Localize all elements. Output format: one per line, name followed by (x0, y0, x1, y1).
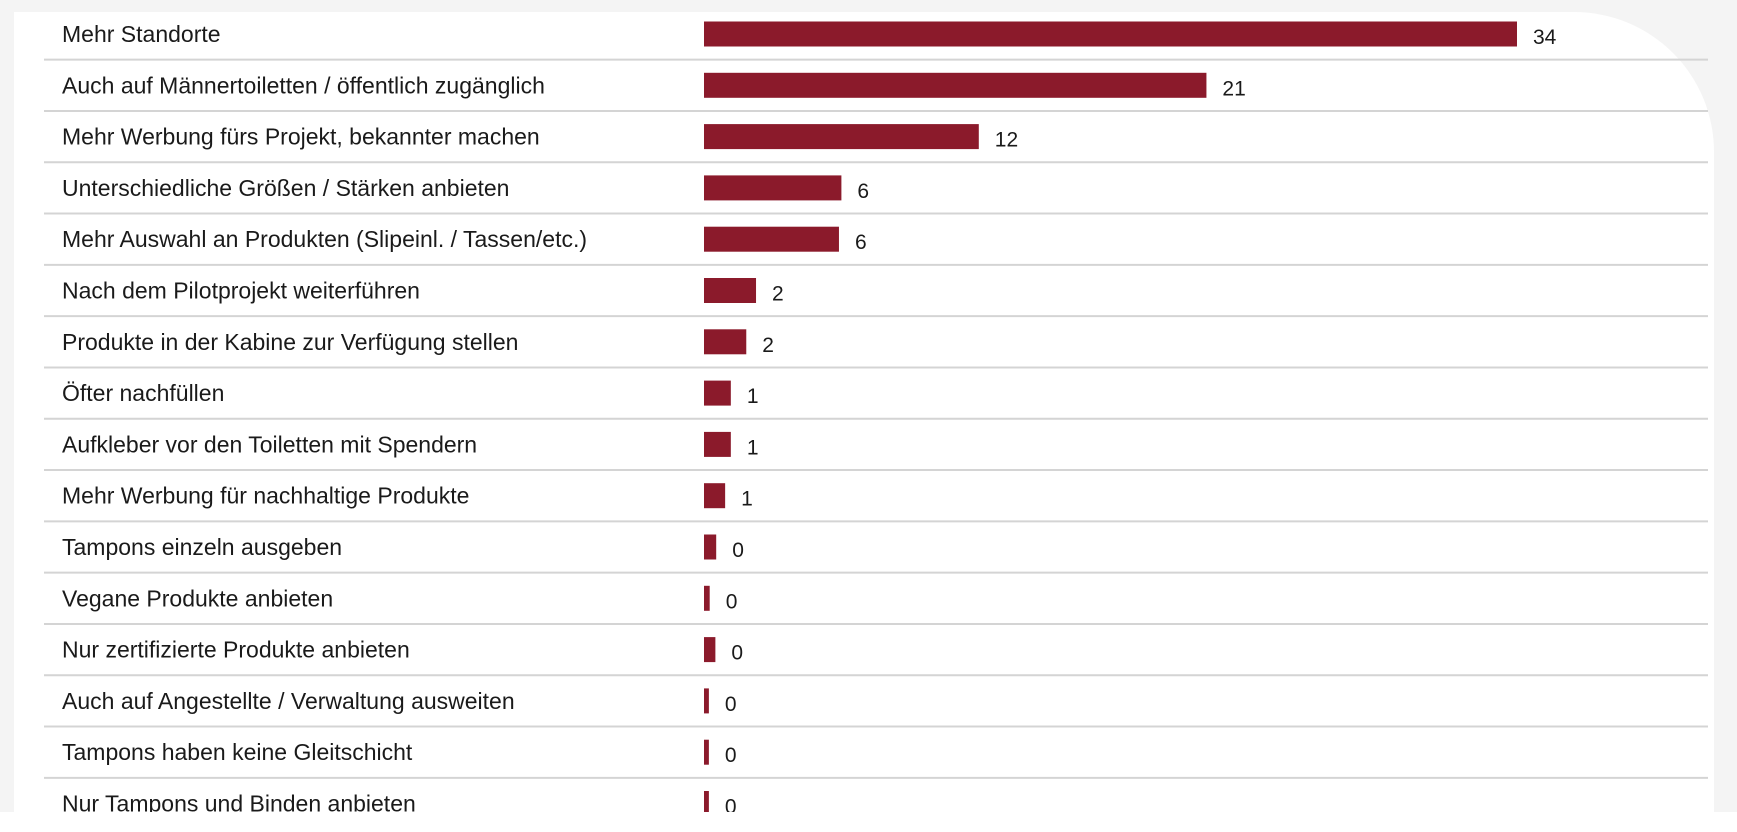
bar (704, 791, 709, 812)
value-label: 2 (772, 283, 784, 306)
bar (704, 175, 842, 201)
category-label: Nach dem Pilotprojekt weiterführen (62, 278, 420, 304)
bar-chart: Mehr Standorte 34 Auch auf Männertoiletten… (44, 21, 1708, 813)
category-label: Mehr Werbung fürs Projekt, bekannter mac… (62, 124, 540, 150)
category-label: Tampons haben keine Gleitschicht (62, 739, 413, 765)
value-label: 0 (732, 539, 744, 562)
category-label: Öfter nachfüllen (62, 380, 224, 406)
bar (704, 483, 726, 509)
bar (704, 124, 979, 150)
value-label: 6 (857, 180, 869, 203)
bar (704, 380, 731, 406)
category-label: Nur zertifizierte Produkte anbieten (62, 637, 410, 663)
category-label: Nur Tampons und Binden anbieten (62, 791, 416, 813)
value-label: 1 (741, 488, 753, 511)
bar (704, 21, 1517, 47)
value-label: 1 (747, 385, 759, 408)
bar (704, 226, 839, 252)
category-label: Mehr Standorte (62, 21, 221, 47)
bar (704, 585, 710, 611)
category-label: Produkte in der Kabine zur Verfügung ste… (62, 329, 518, 355)
value-label: 1 (747, 436, 759, 459)
value-label: 0 (725, 693, 737, 716)
bar (704, 688, 709, 714)
value-label: 0 (726, 590, 738, 613)
value-label: 21 (1222, 77, 1245, 100)
category-label: Tampons einzeln ausgeben (62, 534, 342, 560)
bar (704, 739, 709, 765)
value-label: 6 (855, 231, 867, 254)
bar (704, 534, 717, 560)
bar (704, 431, 731, 457)
category-label: Auch auf Männertoiletten / öffentlich zu… (62, 72, 545, 98)
value-label: 0 (731, 642, 743, 665)
bar (704, 637, 716, 663)
bar (704, 278, 757, 303)
category-label: Auch auf Angestellte / Verwaltung auswei… (62, 688, 515, 714)
value-label: 0 (725, 796, 737, 813)
bar (704, 329, 747, 355)
value-label: 12 (995, 129, 1018, 152)
chart-frame: Mehr Standorte 34 Auch auf Männertoiletten… (0, 0, 1737, 812)
bar (704, 72, 1207, 98)
category-label: Unterschiedliche Größen / Stärken anbiet… (62, 175, 509, 201)
category-label: Vegane Produkte anbieten (62, 585, 333, 611)
value-label: 0 (725, 744, 737, 767)
category-label: Mehr Werbung für nachhaltige Produkte (62, 483, 469, 509)
category-label: Aufkleber vor den Toiletten mit Spendern (62, 431, 477, 457)
value-label: 2 (762, 334, 774, 357)
category-label: Mehr Auswahl an Produkten (Slipeinl. / T… (62, 226, 587, 252)
value-label: 34 (1533, 26, 1557, 49)
